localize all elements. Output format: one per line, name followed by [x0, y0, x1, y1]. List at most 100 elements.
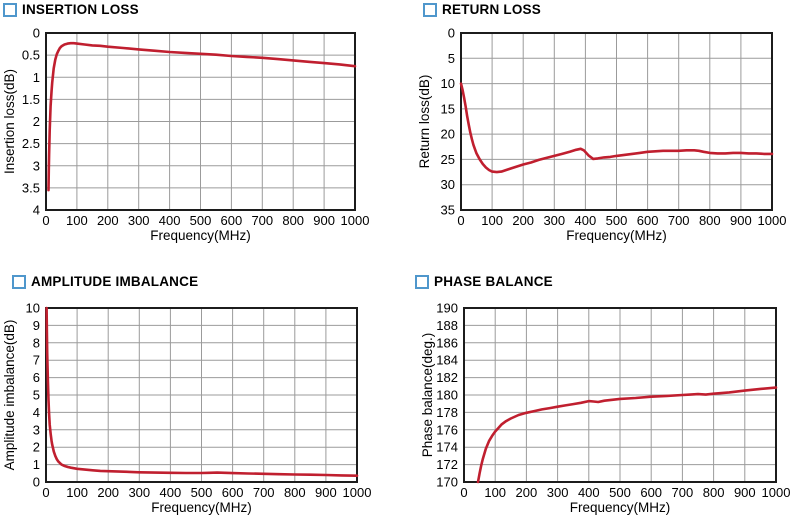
chart-title-amplitude-imbalance: AMPLITUDE IMBALANCE [12, 274, 198, 289]
svg-text:1: 1 [33, 457, 40, 472]
chart-title-return-loss: RETURN LOSS [423, 2, 541, 17]
svg-text:25: 25 [441, 152, 455, 167]
svg-text:10: 10 [26, 301, 40, 316]
svg-text:Amplitude imbalance(dB): Amplitude imbalance(dB) [2, 320, 17, 471]
svg-text:300: 300 [128, 213, 150, 228]
chart-title-label: RETURN LOSS [442, 2, 541, 17]
chart-panel-insertion-loss: INSERTION LOSS 0 0.5 1 1.5 2 2.5 3 3.5 4 0 100 200 3… [0, 0, 397, 261]
svg-text:35: 35 [441, 203, 455, 218]
insertion-loss-plot: 00.511.522.533.540 100 200 300 400 500 600 700 8… [2, 26, 370, 244]
svg-text:5: 5 [448, 51, 455, 66]
svg-text:174: 174 [436, 440, 458, 455]
svg-text:188: 188 [436, 318, 458, 333]
svg-text:900: 900 [730, 213, 752, 228]
svg-text:700: 700 [253, 485, 275, 500]
chart-panel-return-loss: RETURN LOSS 0 5 10 15 20 25 30 35 0 100 200 300 400 5… [396, 0, 793, 261]
svg-text:186: 186 [436, 335, 458, 350]
section-square-icon [3, 2, 17, 17]
svg-text:Frequency(MHz): Frequency(MHz) [566, 228, 667, 243]
svg-text:400: 400 [159, 213, 181, 228]
svg-text:0.5: 0.5 [22, 48, 40, 63]
chart-panel-phase-balance: PHASE BALANCE 170 172 174 176 178 180 182 184 18… [396, 261, 793, 522]
chart-title-phase-balance: PHASE BALANCE [415, 274, 553, 289]
svg-text:400: 400 [575, 213, 597, 228]
svg-text:176: 176 [436, 422, 458, 437]
svg-text:Return loss(dB): Return loss(dB) [417, 75, 432, 169]
svg-text:700: 700 [251, 213, 273, 228]
svg-text:500: 500 [609, 485, 631, 500]
svg-text:600: 600 [637, 213, 659, 228]
svg-text:7: 7 [33, 353, 40, 368]
svg-text:1000: 1000 [762, 485, 791, 500]
svg-text:0: 0 [460, 485, 467, 500]
svg-text:Insertion loss(dB): Insertion loss(dB) [2, 69, 17, 174]
svg-text:1000: 1000 [341, 213, 370, 228]
svg-text:100: 100 [484, 485, 506, 500]
svg-text:1000: 1000 [343, 485, 372, 500]
svg-text:6: 6 [33, 370, 40, 385]
svg-text:800: 800 [284, 485, 306, 500]
svg-text:0: 0 [33, 26, 40, 41]
svg-text:200: 200 [97, 213, 119, 228]
svg-text:100: 100 [66, 213, 88, 228]
svg-text:600: 600 [221, 213, 243, 228]
svg-text:2.5: 2.5 [22, 136, 40, 151]
svg-text:178: 178 [436, 405, 458, 420]
svg-text:300: 300 [128, 485, 150, 500]
svg-text:9: 9 [33, 318, 40, 333]
section-square-icon [423, 2, 437, 17]
svg-text:300: 300 [543, 213, 565, 228]
svg-text:0: 0 [33, 475, 40, 490]
svg-text:800: 800 [282, 213, 304, 228]
svg-text:2: 2 [33, 440, 40, 455]
svg-text:300: 300 [547, 485, 569, 500]
svg-text:800: 800 [699, 213, 721, 228]
section-square-icon [12, 274, 26, 289]
svg-text:1000: 1000 [758, 213, 787, 228]
svg-text:5: 5 [33, 388, 40, 403]
svg-text:400: 400 [578, 485, 600, 500]
svg-text:Frequency(MHz): Frequency(MHz) [570, 500, 671, 515]
svg-text:200: 200 [516, 485, 538, 500]
svg-text:172: 172 [436, 457, 458, 472]
svg-text:500: 500 [606, 213, 628, 228]
svg-text:900: 900 [313, 213, 335, 228]
section-square-icon [415, 274, 429, 289]
svg-text:30: 30 [441, 177, 455, 192]
chart-title-label: PHASE BALANCE [434, 274, 553, 289]
svg-text:0: 0 [42, 485, 49, 500]
svg-text:800: 800 [703, 485, 725, 500]
svg-text:1: 1 [33, 70, 40, 85]
chart-title-label: AMPLITUDE IMBALANCE [31, 274, 199, 289]
svg-text:3.5: 3.5 [22, 180, 40, 195]
svg-text:500: 500 [191, 485, 213, 500]
svg-text:2: 2 [33, 114, 40, 129]
svg-text:8: 8 [33, 335, 40, 350]
svg-text:200: 200 [512, 213, 534, 228]
svg-text:Phase balance(deg.): Phase balance(deg.) [420, 333, 435, 458]
svg-text:100: 100 [481, 213, 503, 228]
svg-text:15: 15 [441, 101, 455, 116]
svg-text:0: 0 [457, 213, 464, 228]
svg-text:20: 20 [441, 127, 455, 142]
phase-balance-plot: 170 172 174 176 178 180 182 184 186 188 190 0 100 200… [420, 301, 791, 516]
svg-text:170: 170 [436, 475, 458, 490]
chart-title-insertion-loss: INSERTION LOSS [3, 2, 139, 17]
svg-text:200: 200 [97, 485, 119, 500]
svg-text:1.5: 1.5 [22, 92, 40, 107]
svg-text:400: 400 [160, 485, 182, 500]
svg-text:Frequency(MHz): Frequency(MHz) [151, 500, 252, 515]
svg-text:700: 700 [668, 213, 690, 228]
svg-text:600: 600 [640, 485, 662, 500]
svg-text:180: 180 [436, 388, 458, 403]
chart-panel-amplitude-imbalance: AMPLITUDE IMBALANCE 0 1 2 3 4 5 6 7 8 9 10 0 100 200 3… [0, 261, 397, 522]
svg-text:182: 182 [436, 370, 458, 385]
svg-text:0: 0 [42, 213, 49, 228]
chart-title-label: INSERTION LOSS [22, 2, 139, 17]
svg-text:3: 3 [33, 422, 40, 437]
svg-text:4: 4 [33, 203, 40, 218]
svg-text:3: 3 [33, 158, 40, 173]
